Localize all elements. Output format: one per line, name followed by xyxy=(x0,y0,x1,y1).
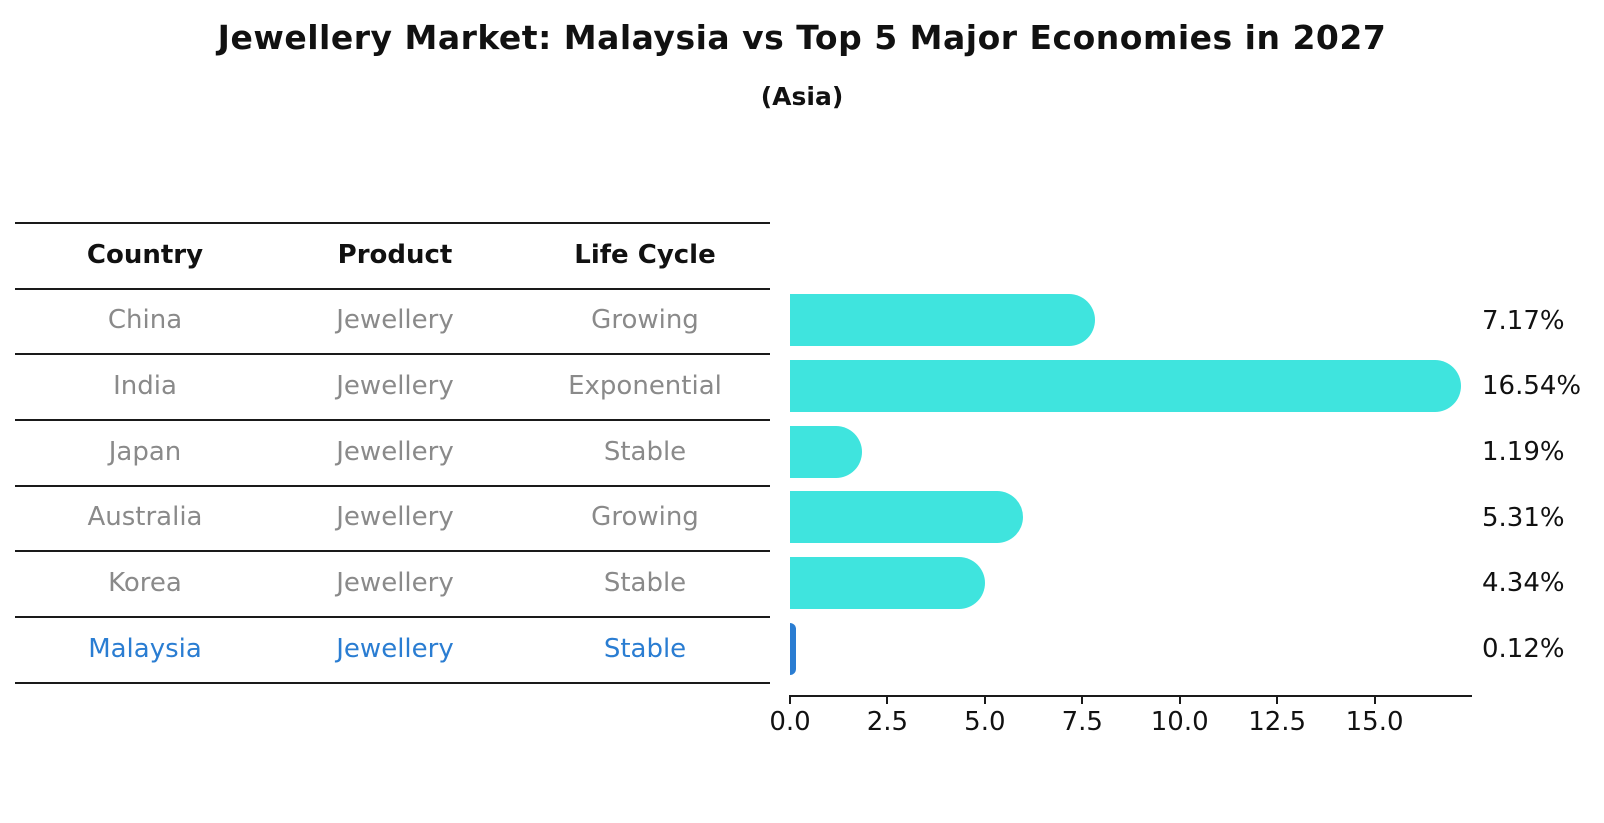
cell-lifecycle: Stable xyxy=(603,634,687,664)
table-border-line xyxy=(15,419,770,421)
page-title: Jewellery Market: Malaysia vs Top 5 Majo… xyxy=(217,18,1387,57)
table-border-line xyxy=(15,616,770,618)
table-border-line xyxy=(15,682,770,684)
cell-country: Japan xyxy=(108,437,182,467)
cell-product: Jewellery xyxy=(336,568,454,598)
x-tick-label: 2.5 xyxy=(866,707,909,737)
table-border-line xyxy=(15,288,770,290)
value-label-japan: 1.19% xyxy=(1482,437,1565,467)
cell-country: Korea xyxy=(108,568,182,598)
bar-australia xyxy=(790,491,1023,543)
cell-product: Jewellery xyxy=(336,502,454,532)
value-label-malaysia: 0.12% xyxy=(1482,634,1565,664)
table-header-product: Product xyxy=(337,240,453,270)
table-border-line xyxy=(15,485,770,487)
x-tick-label: 7.5 xyxy=(1061,707,1103,737)
table-border-line xyxy=(15,550,770,552)
table-border-line xyxy=(15,353,770,355)
cell-country: Australia xyxy=(87,502,203,532)
cell-product: Jewellery xyxy=(336,437,454,467)
table-border-line xyxy=(15,222,770,224)
x-tick xyxy=(789,695,791,704)
x-tick-label: 5.0 xyxy=(964,707,1006,737)
x-tick-label: 10.0 xyxy=(1150,707,1209,737)
x-tick xyxy=(1373,695,1376,704)
value-label-australia: 5.31% xyxy=(1482,503,1565,533)
cell-country: China xyxy=(107,305,183,335)
bar-japan xyxy=(790,426,863,478)
cell-product: Jewellery xyxy=(336,371,454,401)
x-tick xyxy=(1081,695,1084,704)
cell-product: Jewellery xyxy=(336,305,454,335)
value-label-china: 7.17% xyxy=(1482,306,1565,336)
cell-product: Jewellery xyxy=(336,634,454,664)
x-tick-label: 0.0 xyxy=(769,707,811,737)
x-tick-label: 12.5 xyxy=(1248,707,1307,737)
table-header-country: Country xyxy=(86,240,204,270)
value-label-korea: 4.34% xyxy=(1482,568,1565,598)
x-tick xyxy=(1178,695,1181,704)
value-label-india: 16.54% xyxy=(1482,371,1582,401)
x-tick xyxy=(983,695,986,704)
cell-lifecycle: Stable xyxy=(603,568,687,598)
cell-lifecycle: Stable xyxy=(603,437,687,467)
bar-china xyxy=(790,294,1096,346)
table-header-lifecycle: Life Cycle xyxy=(574,240,716,270)
cell-lifecycle: Exponential xyxy=(568,371,722,401)
cell-country: Malaysia xyxy=(88,634,202,664)
x-tick-label: 15.0 xyxy=(1345,707,1404,737)
page-subtitle: (Asia) xyxy=(760,82,844,111)
cell-country: India xyxy=(113,371,177,401)
cell-lifecycle: Growing xyxy=(591,305,699,335)
bar-india xyxy=(790,360,1461,412)
bar-chart-plot-area: 0.0 2.5 5.0 7.5 10.0 12.5 15.0 xyxy=(769,280,1472,737)
x-tick xyxy=(886,695,889,704)
cell-lifecycle: Growing xyxy=(591,502,699,532)
x-tick xyxy=(1276,695,1279,704)
x-axis-line xyxy=(790,695,1472,697)
bar-korea xyxy=(790,557,986,609)
bar-malaysia xyxy=(790,623,797,675)
